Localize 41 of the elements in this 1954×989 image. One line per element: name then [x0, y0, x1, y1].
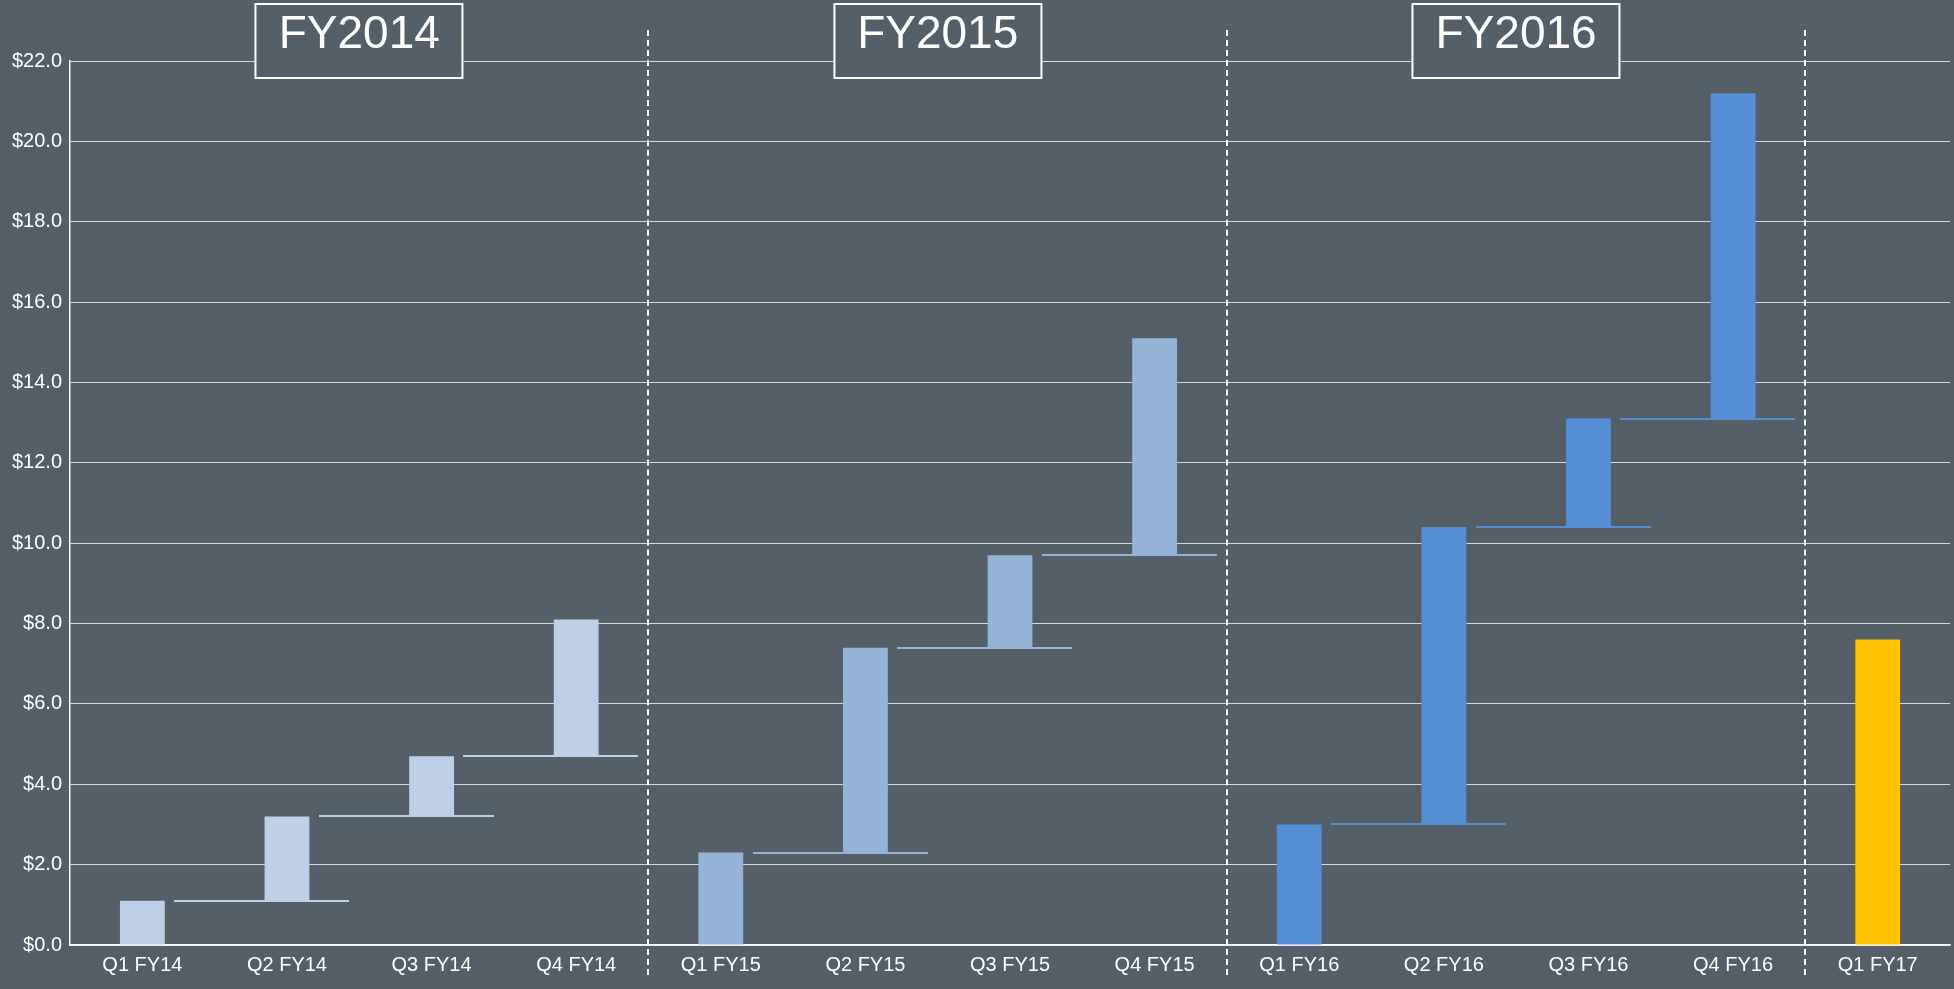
x-tick-label: Q2 FY16 [1403, 952, 1484, 975]
bar [1276, 824, 1322, 945]
x-tick-label: Q3 FY14 [391, 952, 472, 975]
y-tick-label: $20.0 [11, 128, 63, 151]
x-tick-label: Q2 FY15 [825, 952, 906, 975]
x-tick-label: Q4 FY15 [1114, 952, 1195, 975]
x-tick-label: Q3 FY15 [970, 952, 1051, 975]
x-tick-label: Q1 FY14 [102, 952, 183, 975]
bar [553, 619, 599, 757]
bar [1421, 527, 1467, 825]
x-tick-label: Q1 FY17 [1837, 952, 1918, 975]
x-tick-label: Q4 FY14 [536, 952, 617, 975]
y-tick-label: $4.0 [23, 771, 63, 794]
y-tick-label: $8.0 [23, 611, 63, 634]
x-tick-label: Q4 FY16 [1693, 952, 1774, 975]
bar [264, 816, 310, 901]
x-tick-label: Q1 FY16 [1259, 952, 1340, 975]
bar [409, 756, 454, 817]
x-tick-label: Q3 FY16 [1548, 952, 1629, 975]
text: FY2016 [1411, 3, 1621, 79]
y-tick-label: $16.0 [11, 289, 63, 312]
y-tick-label: $6.0 [23, 691, 63, 714]
y-tick-label: $18.0 [11, 209, 63, 232]
bar [987, 555, 1033, 648]
bar [843, 647, 888, 853]
y-tick-label: $12.0 [11, 450, 63, 473]
bar [1855, 639, 1901, 945]
x-tick-label: Q1 FY15 [680, 952, 761, 975]
y-tick-label: $14.0 [11, 369, 63, 392]
text: FY2014 [254, 3, 464, 79]
bar [119, 900, 165, 945]
bar [698, 852, 744, 945]
text: FY2015 [833, 3, 1043, 79]
x-tick-label: Q2 FY14 [246, 952, 327, 975]
bar [1132, 338, 1178, 556]
y-tick-label: $22.0 [11, 48, 63, 71]
bar [1566, 418, 1611, 528]
bar [1710, 93, 1756, 419]
y-tick-label: $10.0 [11, 530, 63, 553]
y-tick-label: $2.0 [23, 852, 63, 875]
y-tick-label: $0.0 [23, 932, 63, 955]
